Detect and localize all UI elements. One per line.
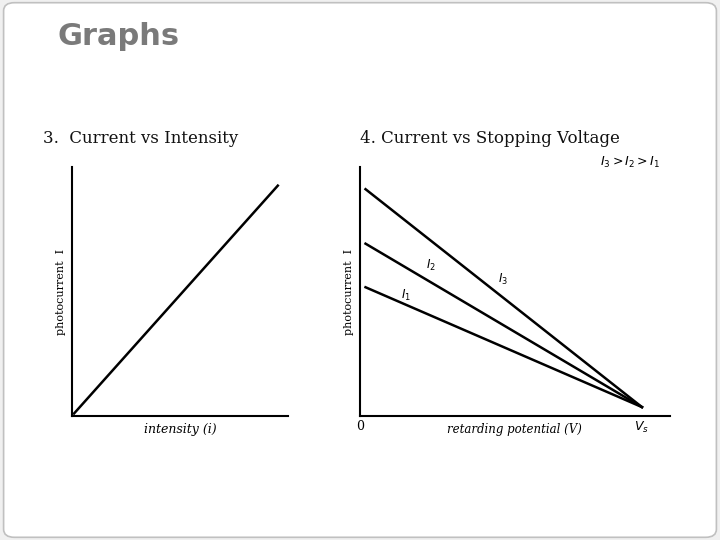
Text: $I_3$: $I_3$ [498,272,508,287]
Text: 0: 0 [356,420,364,433]
Text: 3.  Current vs Intensity: 3. Current vs Intensity [43,130,238,146]
Text: 4. Current vs Stopping Voltage: 4. Current vs Stopping Voltage [360,130,620,146]
Text: $I_1$: $I_1$ [402,288,411,303]
Text: $V_s$: $V_s$ [634,420,649,435]
X-axis label: retarding potential (V): retarding potential (V) [447,423,582,436]
Text: $I_3 > I_2 > I_1$: $I_3 > I_2 > I_1$ [600,155,660,170]
Y-axis label: photocurrent  I: photocurrent I [56,248,66,335]
Text: Graphs: Graphs [58,22,180,51]
X-axis label: intensity (i): intensity (i) [144,423,216,436]
Y-axis label: photocurrent  I: photocurrent I [344,248,354,335]
Text: $I_2$: $I_2$ [426,258,436,273]
